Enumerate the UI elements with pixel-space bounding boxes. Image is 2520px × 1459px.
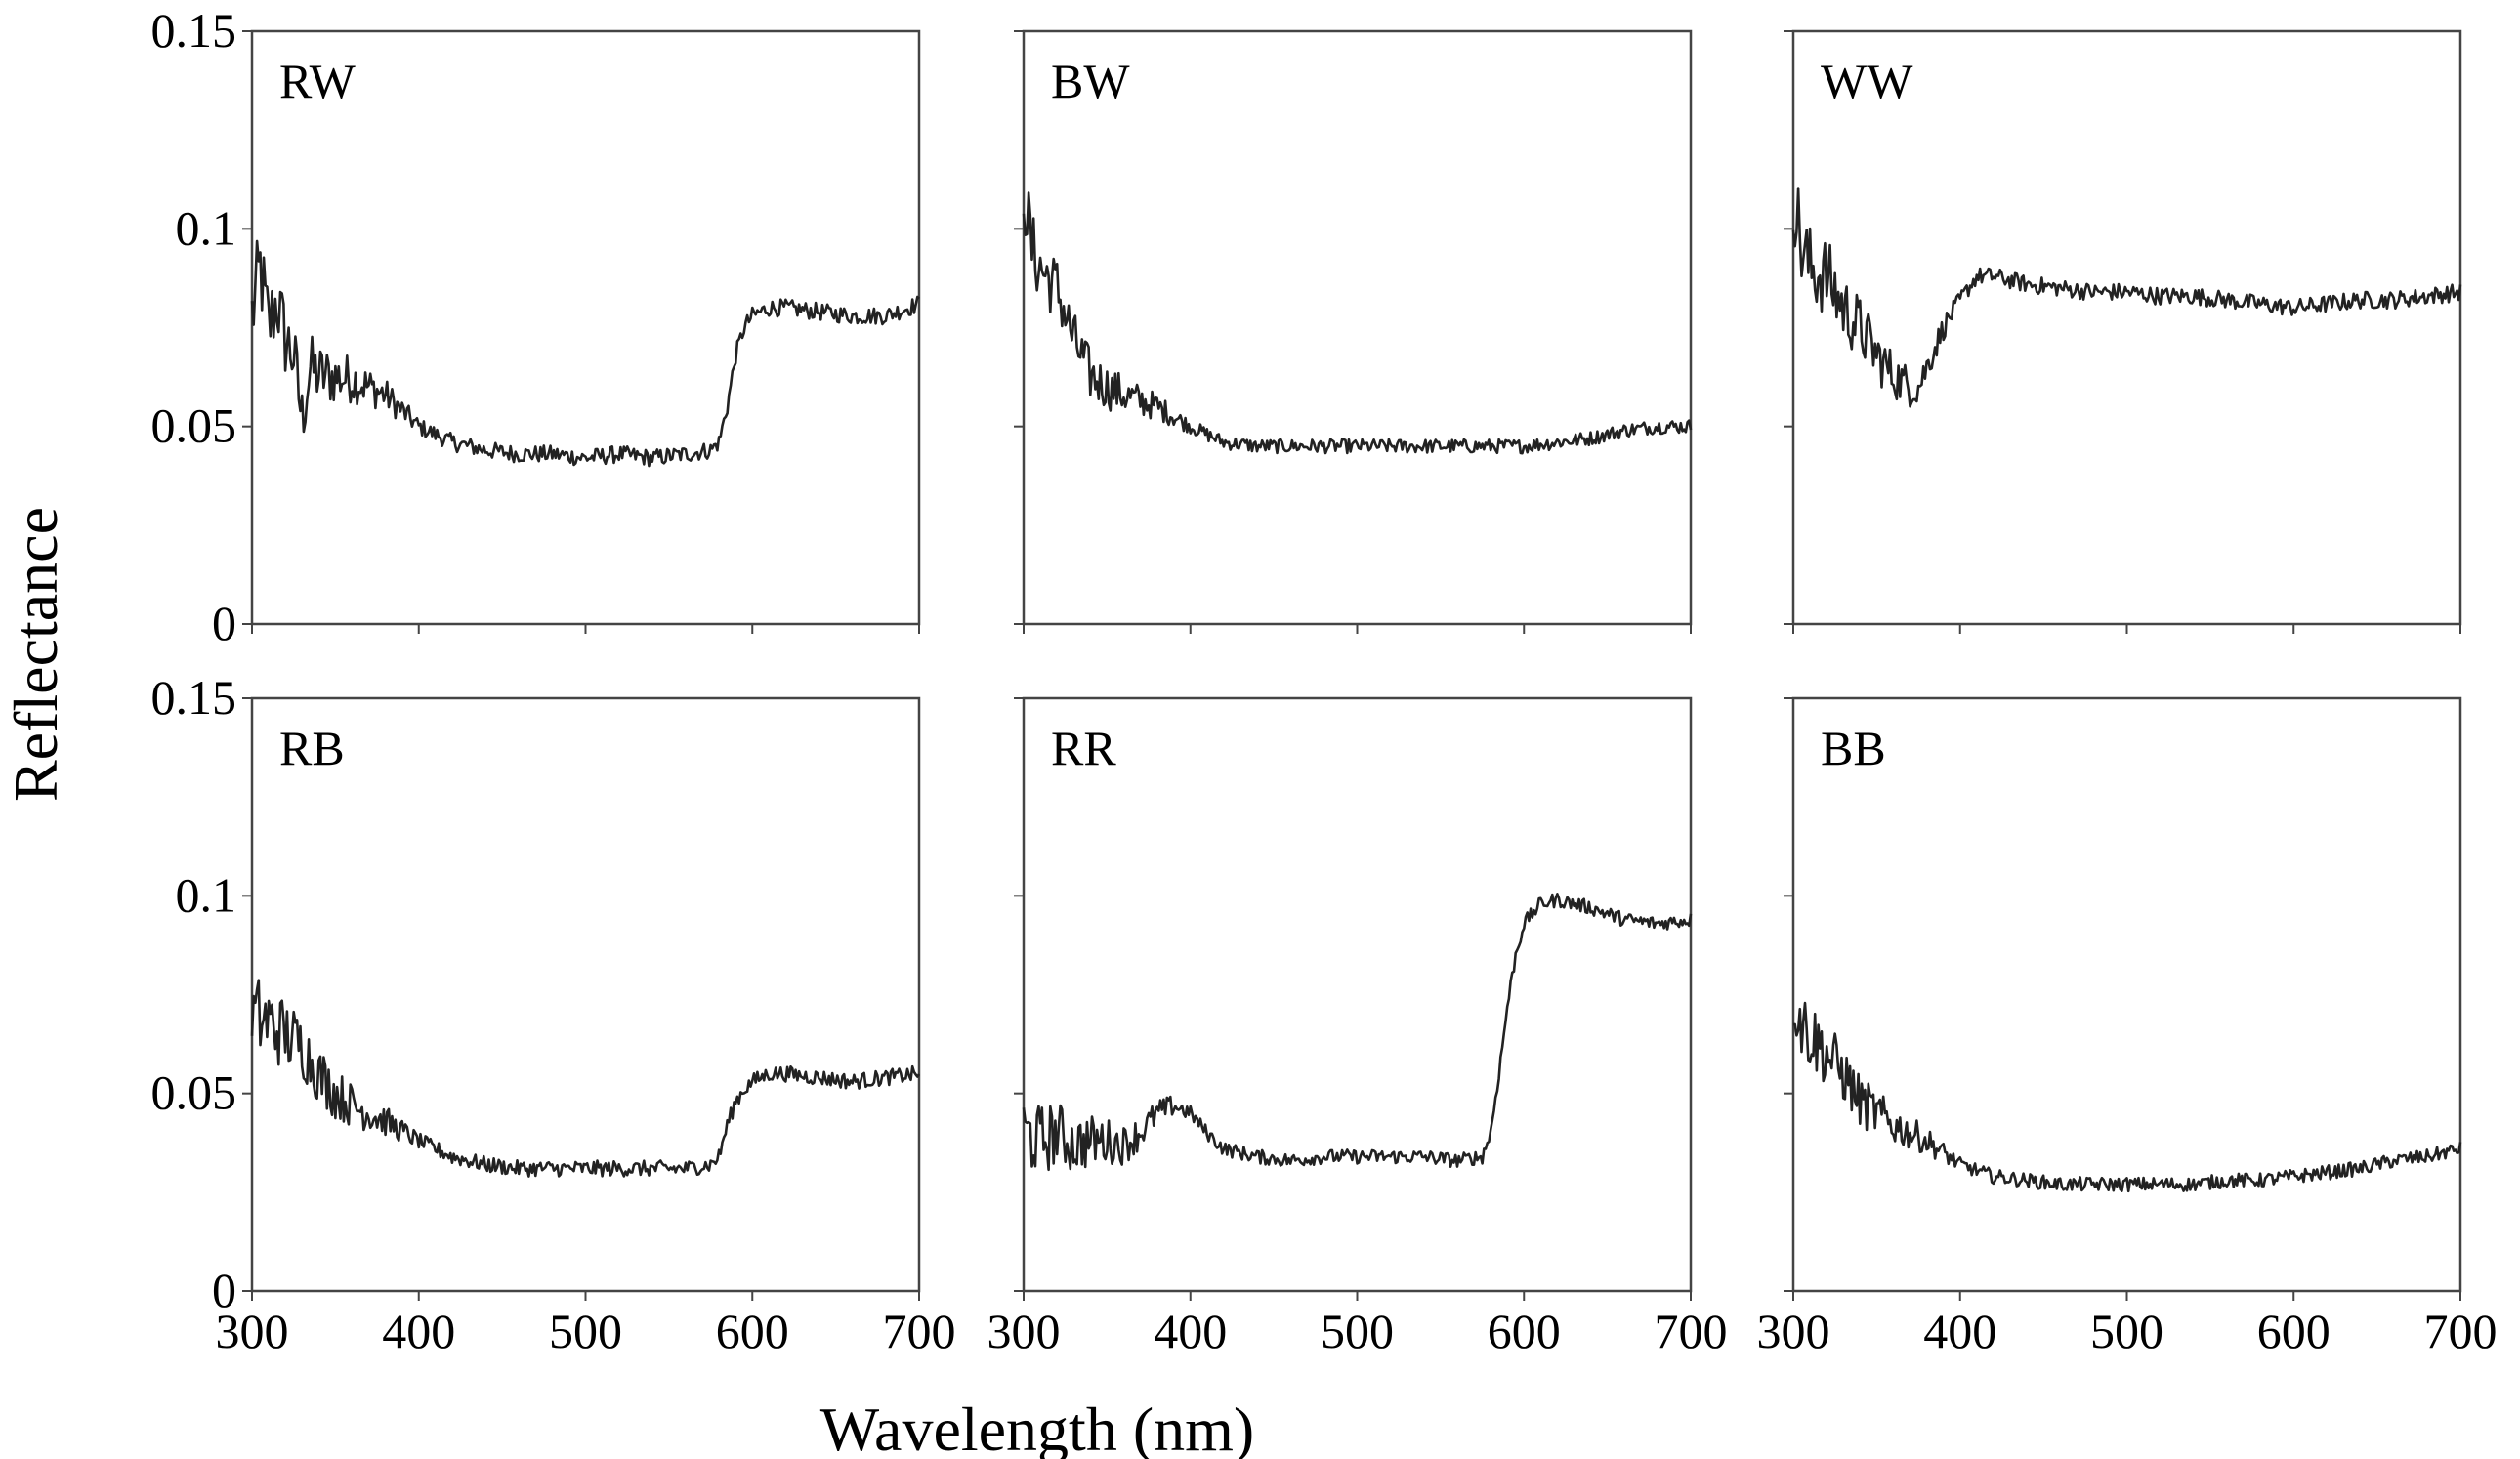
plot-frame (250, 29, 921, 626)
plot-frame (1791, 696, 2462, 1293)
plot-frame (250, 696, 921, 1293)
panel-label: WW (1821, 54, 1913, 108)
panel-label: RR (1051, 721, 1116, 775)
y-tick-label: 0.1 (176, 867, 237, 922)
series-line (1791, 187, 2462, 408)
y-tick-label: 0 (212, 1263, 236, 1317)
panel-rr: 300 400 500 600 700 RR (987, 696, 1728, 1358)
x-tick-label: 700 (883, 1304, 956, 1358)
series-line (250, 239, 920, 468)
series-line (1022, 893, 1693, 1172)
panel-ww: WW (1784, 29, 2462, 634)
x-tick-label: 700 (2424, 1304, 2498, 1358)
x-tick-label: 500 (549, 1304, 622, 1358)
y-tick-label: 0.15 (151, 670, 237, 725)
x-tick-label: 400 (382, 1304, 455, 1358)
panel-bw: BW (1014, 29, 1693, 634)
y-tick-label: 0.15 (151, 3, 237, 58)
x-tick-label: 700 (1655, 1304, 1728, 1358)
x-tick-label: 400 (1154, 1304, 1227, 1358)
panel-rb: 0 0.05 0.1 0.15 300 400 500 600 700 RB (151, 670, 956, 1358)
panel-label: BW (1051, 54, 1130, 108)
x-tick-label: 600 (2257, 1304, 2331, 1358)
series-line (1022, 191, 1693, 455)
x-tick-label: 500 (2090, 1304, 2163, 1358)
y-tick-label: 0 (212, 596, 236, 650)
x-tick-label: 300 (987, 1304, 1061, 1358)
y-tick-label: 0.05 (151, 398, 237, 453)
y-axis-title: Reflectance (1, 507, 70, 802)
x-tick-label: 300 (216, 1304, 289, 1358)
series-line (250, 979, 921, 1178)
x-axis-title: Wavelength (nm) (820, 1395, 1254, 1459)
y-tick-label: 0.05 (151, 1065, 237, 1120)
panels-grid: 0 0.05 0.1 0.15 RW BW WW 0 0.05 0.1 0.15 300 400 500 6… (151, 3, 2498, 1358)
panel-label: RB (279, 721, 345, 775)
x-tick-label: 600 (1488, 1304, 1561, 1358)
plot-frame (1022, 29, 1693, 626)
x-tick-label: 600 (716, 1304, 789, 1358)
panel-bb: 300 400 500 600 700 BB (1757, 696, 2498, 1358)
plot-frame (1791, 29, 2462, 626)
panel-rw: 0 0.05 0.1 0.15 RW (151, 3, 921, 650)
series-line (1792, 1001, 2462, 1193)
x-tick-label: 300 (1757, 1304, 1830, 1358)
plot-frame (1022, 696, 1693, 1293)
y-tick-label: 0.1 (176, 200, 237, 255)
panel-label: BB (1821, 721, 1886, 775)
panel-label: RW (279, 54, 357, 108)
x-tick-label: 500 (1321, 1304, 1394, 1358)
x-tick-label: 400 (1923, 1304, 1996, 1358)
